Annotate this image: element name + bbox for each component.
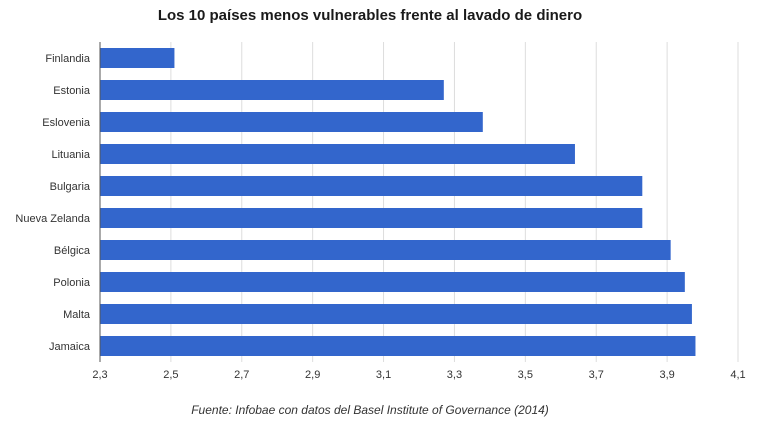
- x-tick-label: 3,1: [376, 369, 391, 381]
- category-label: Polonia: [53, 277, 91, 289]
- chart-title: Los 10 países menos vulnerables frente a…: [157, 7, 583, 24]
- bar-malta[interactable]: [100, 304, 692, 324]
- bar-bélgica[interactable]: [100, 240, 671, 260]
- x-tick-label: 3,7: [589, 369, 604, 381]
- bar-eslovenia[interactable]: [100, 112, 483, 132]
- category-label: Finlandia: [45, 53, 91, 65]
- bar-estonia[interactable]: [100, 80, 444, 100]
- x-tick-label: 2,9: [305, 369, 320, 381]
- category-label: Lituania: [51, 149, 90, 161]
- bar-layer: [100, 48, 696, 356]
- category-label: Malta: [63, 309, 91, 321]
- x-tick-label: 4,1: [730, 369, 745, 381]
- bar-finlandia[interactable]: [100, 48, 175, 68]
- category-labels: Finlandia Estonia Eslovenia Lituania Bulgari…: [15, 53, 90, 353]
- x-tick-label: 3,3: [447, 369, 462, 381]
- bar-polonia[interactable]: [100, 272, 685, 292]
- x-tick-label: 2,7: [234, 369, 249, 381]
- category-label: Eslovenia: [42, 117, 91, 129]
- bar-lituania[interactable]: [100, 144, 575, 164]
- x-tick-label: 3,9: [659, 369, 674, 381]
- bar-bulgaria[interactable]: [100, 176, 643, 196]
- category-label: Jamaica: [49, 341, 91, 353]
- x-tick-label: 2,3: [92, 369, 107, 381]
- bar-nueva-zelanda[interactable]: [100, 208, 643, 228]
- category-label: Bélgica: [54, 245, 91, 257]
- bar-jamaica[interactable]: [100, 336, 696, 356]
- x-tick-label: 3,5: [518, 369, 533, 381]
- x-axis-ticks: 2,3 2,5 2,7 2,9 3,1 3,3 3,5 3,7 3,9 4,1: [92, 369, 745, 381]
- x-tick-label: 2,5: [163, 369, 178, 381]
- category-label: Estonia: [53, 85, 91, 97]
- category-label: Nueva Zelanda: [15, 213, 90, 225]
- chart-source-note: Fuente: Infobae con datos del Basel Inst…: [191, 403, 549, 417]
- category-label: Bulgaria: [50, 181, 91, 193]
